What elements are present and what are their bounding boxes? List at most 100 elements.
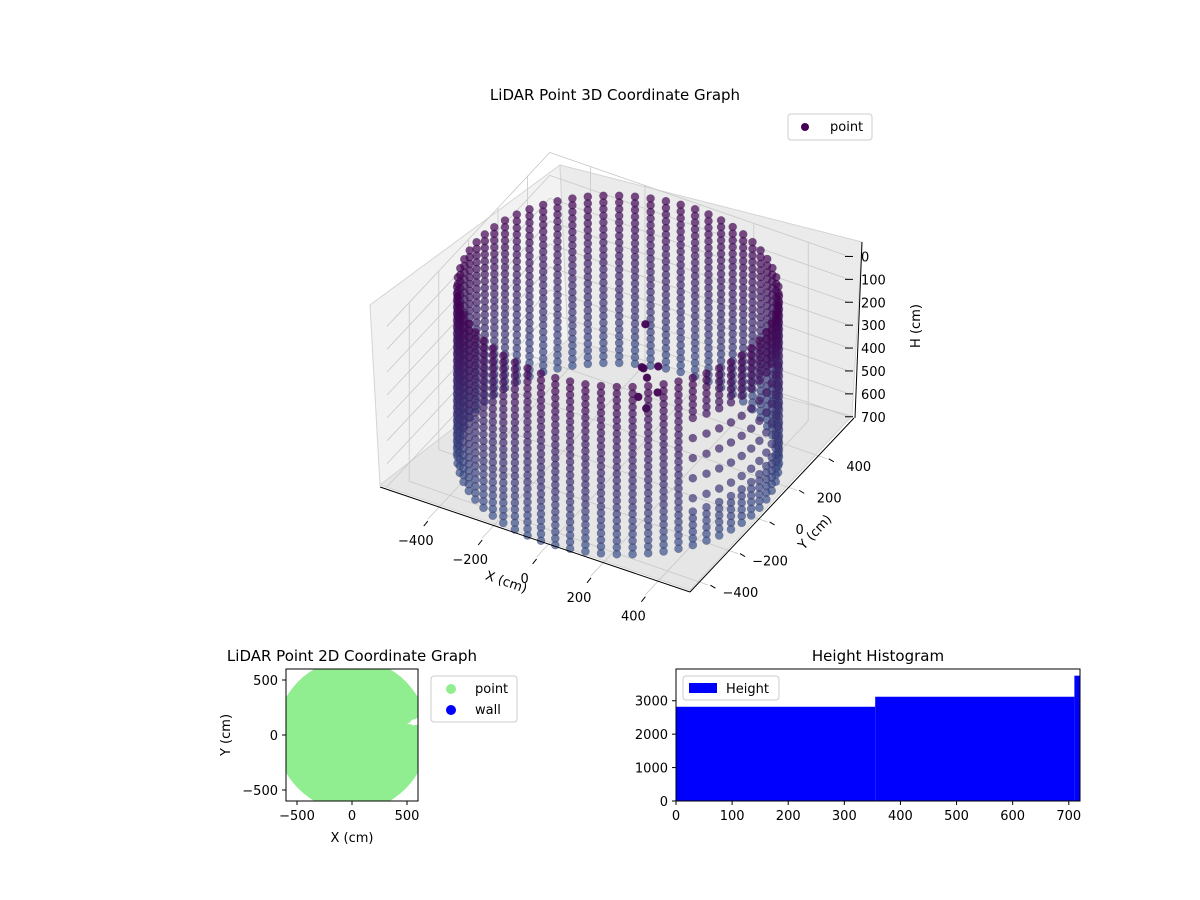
z-tick-label-3d: 300 bbox=[861, 319, 886, 334]
legend-2d-wall-marker bbox=[446, 705, 456, 715]
point-3d bbox=[737, 391, 747, 401]
chart-2d-title: LiDAR Point 2D Coordinate Graph bbox=[227, 647, 477, 665]
y-tick-label-2d: 500 bbox=[253, 674, 278, 689]
point-3d bbox=[614, 358, 624, 368]
y-tick-label-3d: −400 bbox=[723, 586, 759, 601]
point-3d bbox=[688, 433, 698, 443]
histogram-bar bbox=[1074, 675, 1080, 801]
legend-2d-point-marker bbox=[446, 684, 456, 694]
y-tick-label-3d: 200 bbox=[817, 491, 842, 506]
point-3d bbox=[761, 448, 771, 457]
point-3d bbox=[737, 518, 747, 528]
point-3d bbox=[688, 540, 698, 550]
legend-2d: point wall bbox=[430, 675, 518, 723]
point-3d bbox=[737, 411, 747, 421]
legend-3d-box bbox=[787, 113, 873, 141]
point-3d bbox=[630, 359, 640, 369]
z-tick-label-3d: 0 bbox=[861, 250, 869, 265]
z-tick-label-3d: 400 bbox=[861, 342, 886, 357]
point-3d bbox=[702, 429, 711, 438]
histogram-bar bbox=[676, 706, 876, 801]
point-3d bbox=[755, 456, 764, 466]
y-tick-label-3d: −200 bbox=[752, 555, 788, 570]
point-3d bbox=[581, 547, 590, 556]
x-tick-label-3d: 200 bbox=[567, 591, 592, 606]
point-3d bbox=[771, 430, 781, 440]
point-3d bbox=[755, 436, 764, 446]
point-area-notch bbox=[410, 719, 417, 726]
point-3d bbox=[488, 511, 498, 521]
legend-3d-label: point bbox=[830, 120, 863, 135]
point-3d bbox=[688, 473, 698, 483]
y-axis-line bbox=[689, 417, 855, 593]
y-tick-label-2d: −500 bbox=[242, 784, 278, 799]
point-3d bbox=[688, 493, 698, 503]
z-tick-label-3d: 200 bbox=[861, 296, 886, 311]
y-tick-label-hist: 2000 bbox=[635, 728, 668, 743]
point-3d bbox=[471, 495, 480, 504]
ticks-histogram: 0 100 200 300 400 500 600 700 0 1000 2000 3000 bbox=[635, 695, 1081, 824]
x-tick-label-hist: 400 bbox=[888, 809, 913, 824]
point-3d bbox=[726, 478, 736, 487]
x-tick-label-3d: −200 bbox=[452, 553, 488, 568]
point-3d bbox=[746, 404, 756, 413]
plot-frame-hist bbox=[675, 668, 1081, 802]
x-tick-3d bbox=[423, 520, 429, 527]
chart-height-histogram: Height Histogram 0 100 200 300 400 500 600 7000… bbox=[635, 647, 1081, 824]
point-3d bbox=[646, 361, 655, 371]
ticks-3d: −400 −200 0 200 400 −400 −200 0 200 400 0 100 200 300… bbox=[398, 250, 886, 624]
x-tick-label-hist: 500 bbox=[944, 809, 969, 824]
legend-3d: point bbox=[787, 113, 873, 141]
z-axis-label-3d: H (cm) bbox=[909, 304, 924, 348]
legend-hist-box bbox=[682, 675, 780, 701]
point-3d bbox=[771, 390, 781, 400]
point-3d bbox=[702, 489, 711, 499]
points-3d bbox=[452, 191, 784, 559]
histogram-bar bbox=[875, 696, 1075, 801]
x-tick-3d bbox=[586, 577, 592, 584]
y-tick-label-3d: 0 bbox=[795, 523, 803, 538]
point-3d bbox=[674, 544, 683, 554]
point-3d bbox=[676, 367, 686, 377]
point-3d bbox=[642, 373, 652, 383]
y-tick-3d bbox=[828, 458, 835, 463]
point-3d bbox=[659, 547, 668, 556]
points-2d bbox=[286, 669, 418, 801]
x-axis-line bbox=[379, 486, 691, 593]
point-3d bbox=[746, 384, 756, 393]
x-tick-3d bbox=[641, 596, 646, 603]
point-3d bbox=[771, 410, 781, 420]
y-tick-label-hist: 0 bbox=[660, 795, 668, 810]
x-tick-label-hist: 700 bbox=[1056, 809, 1081, 824]
x-tick-label-3d: 0 bbox=[520, 572, 528, 587]
legend-2d-wall-label: wall bbox=[475, 703, 501, 718]
point-3d bbox=[755, 396, 764, 406]
point-3d bbox=[726, 458, 736, 467]
point-3d bbox=[761, 388, 771, 397]
point-3d bbox=[767, 399, 777, 409]
point-3d bbox=[746, 444, 756, 453]
point-3d bbox=[714, 424, 724, 433]
z-axis-line bbox=[854, 241, 863, 419]
point-3d bbox=[688, 413, 698, 423]
point-3d bbox=[479, 503, 488, 513]
point-3d bbox=[688, 453, 698, 463]
point-3d bbox=[714, 484, 724, 493]
point-3d bbox=[553, 364, 562, 373]
point-3d bbox=[767, 419, 777, 429]
point-3d bbox=[726, 525, 736, 534]
point-3d bbox=[628, 549, 637, 559]
point-3d bbox=[661, 364, 671, 373]
point-area-2d bbox=[286, 669, 418, 801]
point-3d bbox=[726, 398, 736, 407]
chart-2d-scatter: LiDAR Point 2D Coordinate Graph −500 0 500… bbox=[219, 647, 518, 846]
x-tick-label-3d: 400 bbox=[621, 610, 646, 625]
point-3d bbox=[702, 409, 711, 418]
grid-line-z bbox=[386, 152, 850, 327]
legend-hist-label: Height bbox=[726, 682, 769, 697]
point-3d bbox=[726, 418, 736, 427]
point-3d bbox=[714, 464, 724, 473]
x-tick-label-hist: 300 bbox=[832, 809, 857, 824]
point-3d bbox=[746, 511, 756, 520]
